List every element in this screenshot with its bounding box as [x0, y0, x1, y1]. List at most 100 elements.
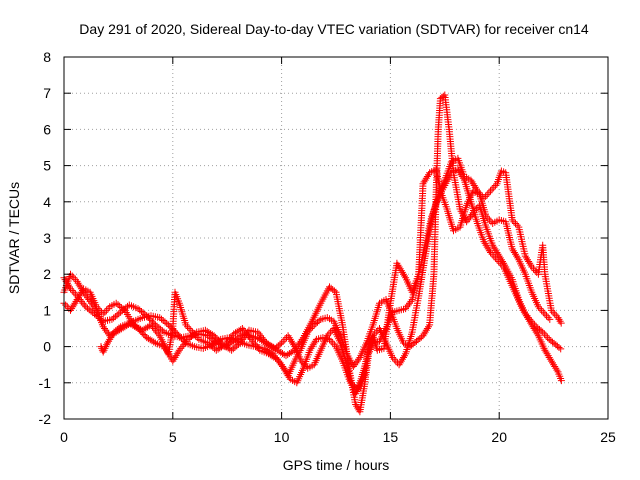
data-point-marker	[526, 317, 534, 325]
data-point-marker	[138, 329, 146, 337]
data-point-marker	[68, 305, 76, 313]
data-point-marker	[156, 314, 164, 322]
chart-title: Day 291 of 2020, Sidereal Day-to-day VTE…	[79, 21, 589, 37]
data-point-marker	[509, 247, 517, 255]
data-point-marker	[495, 252, 503, 260]
data-point-marker	[212, 333, 220, 341]
data-point-marker	[153, 328, 161, 336]
data-point-marker	[99, 348, 107, 356]
data-point-marker	[172, 352, 180, 360]
data-point-marker	[191, 330, 199, 338]
data-point-marker	[510, 218, 518, 226]
data-point-marker	[136, 306, 144, 314]
data-point-marker	[481, 239, 489, 247]
data-point-marker	[285, 334, 293, 342]
data-point-marker	[119, 305, 127, 313]
data-point-marker	[389, 354, 397, 361]
data-point-marker	[510, 249, 518, 256]
data-point-marker	[550, 361, 558, 369]
data-point-marker	[184, 335, 192, 343]
data-point-marker	[76, 290, 84, 298]
data-point-marker	[213, 335, 221, 343]
data-point-marker	[525, 258, 533, 265]
data-point-marker	[209, 343, 217, 351]
data-point-marker	[276, 340, 284, 348]
data-point-marker	[400, 354, 407, 361]
data-point-marker	[406, 299, 413, 307]
y-tick-label: 3	[43, 230, 51, 246]
data-point-marker	[306, 346, 314, 354]
data-point-marker	[61, 276, 69, 284]
data-point-marker	[483, 191, 491, 199]
data-point-marker	[99, 323, 107, 331]
data-point-marker	[538, 306, 546, 314]
x-axis-label: GPS time / hours	[283, 457, 390, 473]
data-point-marker	[534, 303, 542, 311]
data-point-marker	[490, 183, 498, 191]
data-point-marker	[287, 337, 295, 345]
data-point-marker	[492, 247, 500, 255]
data-point-marker	[455, 167, 463, 175]
data-point-marker	[526, 259, 534, 267]
data-point-marker	[272, 354, 279, 362]
data-point-marker	[134, 305, 142, 313]
data-point-marker	[491, 245, 499, 253]
x-tick-label: 20	[491, 429, 507, 445]
data-point-marker	[472, 205, 480, 213]
data-point-marker	[186, 334, 194, 342]
data-point-marker	[352, 359, 360, 367]
data-point-marker	[351, 361, 359, 369]
data-point-marker	[468, 178, 476, 186]
data-point-marker	[553, 366, 561, 374]
data-point-marker	[70, 274, 78, 282]
data-point-marker	[484, 214, 492, 222]
data-point-marker	[496, 254, 504, 262]
data-point-marker	[422, 326, 430, 334]
data-point-marker	[467, 212, 474, 220]
data-point-marker	[178, 343, 186, 351]
data-point-marker	[159, 317, 167, 324]
data-point-marker	[79, 287, 86, 294]
data-point-marker	[527, 319, 535, 327]
data-point-marker	[172, 328, 180, 336]
data-point-marker	[421, 328, 429, 336]
data-point-marker	[522, 254, 530, 262]
data-point-marker	[163, 319, 171, 327]
data-point-marker	[400, 270, 407, 278]
y-tick-label: -1	[39, 375, 52, 391]
data-point-marker	[398, 355, 406, 363]
data-point-marker	[101, 325, 108, 332]
data-point-marker	[281, 366, 289, 374]
data-point-marker	[135, 326, 143, 334]
data-point-marker	[114, 301, 122, 309]
data-point-marker	[420, 330, 428, 338]
x-axis-tick-labels: 0 5 10 15 20 25	[60, 429, 616, 445]
data-point-marker	[187, 326, 195, 334]
data-point-marker	[403, 303, 411, 311]
data-point-marker	[419, 180, 427, 188]
data-point-marker	[237, 326, 245, 334]
data-point-marker	[174, 348, 182, 356]
data-point-marker	[184, 323, 191, 331]
data-point-marker	[180, 341, 188, 349]
data-point-marker	[175, 346, 183, 354]
data-point-marker	[366, 339, 373, 347]
data-point-marker	[483, 243, 491, 251]
data-point-marker	[71, 299, 79, 307]
data-point-marker	[540, 330, 548, 338]
data-point-marker	[289, 339, 296, 347]
data-point-marker	[283, 370, 291, 378]
data-point-marker	[488, 185, 496, 193]
data-point-marker	[261, 337, 269, 345]
data-point-marker	[513, 221, 521, 229]
data-points	[60, 91, 565, 416]
data-point-marker	[74, 294, 82, 302]
data-point-marker	[93, 303, 101, 311]
data-point-marker	[397, 357, 405, 365]
data-point-marker	[260, 335, 267, 343]
data-point-marker	[158, 327, 166, 335]
data-point-marker	[546, 315, 554, 323]
data-point-marker	[73, 296, 81, 303]
data-point-marker	[238, 325, 246, 332]
data-point-marker	[349, 381, 357, 389]
